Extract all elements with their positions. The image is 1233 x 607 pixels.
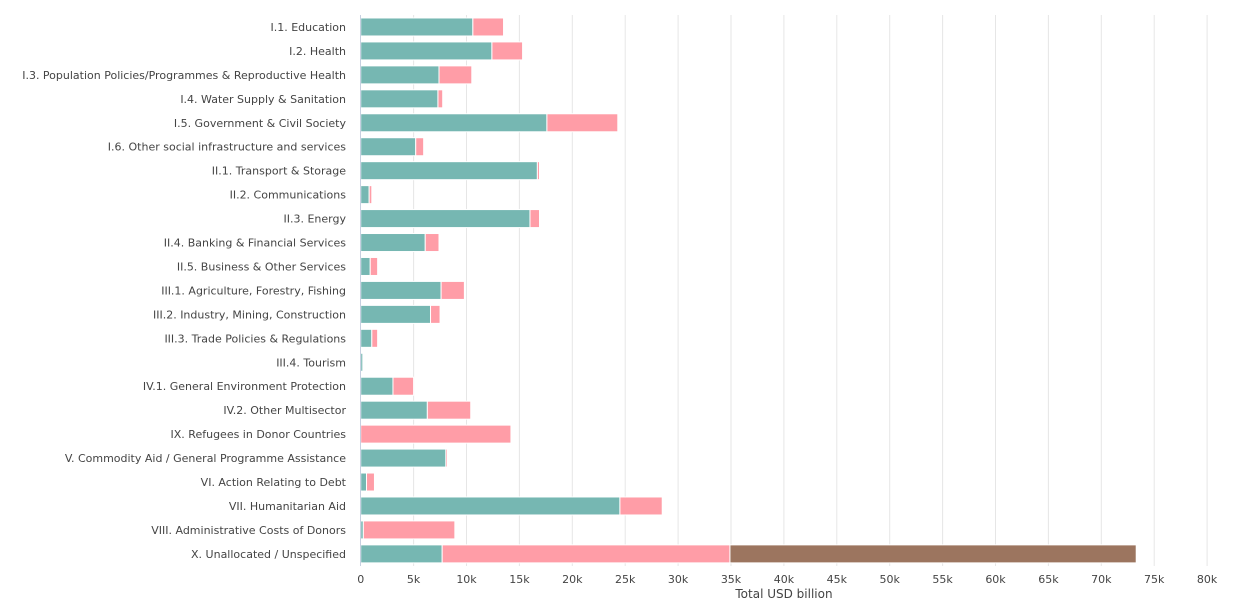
x-tick-label: 75k: [1144, 573, 1165, 586]
bar-segment-series-1[interactable]: [437, 89, 444, 109]
bars: [360, 17, 1137, 564]
bar-segment-series-1[interactable]: [619, 496, 663, 516]
category-label: III.2. Industry, Mining, Construction: [153, 308, 346, 321]
category-label: II.3. Energy: [284, 213, 347, 226]
gridlines: [413, 15, 1208, 566]
bar-segment-series-0[interactable]: [360, 113, 548, 133]
bar-segment-series-0[interactable]: [360, 400, 428, 420]
x-tick-label: 65k: [1038, 573, 1059, 586]
x-tick-label: 15k: [509, 573, 530, 586]
bar-segment-series-0[interactable]: [360, 209, 531, 229]
x-tick-label: 10k: [456, 573, 477, 586]
bar-segment-series-1[interactable]: [426, 400, 472, 420]
x-axis-title: Total USD billion: [734, 587, 832, 601]
bar-segment-series-1[interactable]: [440, 280, 465, 300]
x-tick-label: 80k: [1197, 573, 1218, 586]
category-label: III.4. Tourism: [276, 356, 346, 369]
x-tick-label: 25k: [615, 573, 636, 586]
bar-segment-series-2[interactable]: [729, 544, 1137, 564]
category-label: I.6. Other social infrastructure and ser…: [108, 141, 346, 154]
bar-segment-series-1[interactable]: [360, 424, 512, 444]
bar-segment-series-1[interactable]: [529, 209, 541, 229]
x-tick-label: 30k: [668, 573, 689, 586]
x-tick-label: 45k: [827, 573, 848, 586]
bar-segment-series-1[interactable]: [536, 161, 541, 181]
category-label: I.5. Government & Civil Society: [174, 117, 347, 130]
bar-segment-series-0[interactable]: [360, 17, 474, 37]
bar-segment-series-0[interactable]: [360, 280, 442, 300]
y-axis-labels: I.1. Education I.2. Health I.3. Population…: [22, 21, 346, 561]
x-tick-label: 60k: [985, 573, 1006, 586]
bar-segment-series-1[interactable]: [546, 113, 619, 133]
category-label: I.4. Water Supply & Sanitation: [180, 93, 346, 106]
bar-segment-series-0[interactable]: [360, 448, 447, 468]
category-label: V. Commodity Aid / General Programme Ass…: [65, 452, 346, 465]
bar-segment-series-0[interactable]: [360, 496, 621, 516]
bar-segment-series-1[interactable]: [415, 137, 425, 157]
category-label: VII. Humanitarian Aid: [229, 500, 346, 513]
bar-segment-series-0[interactable]: [360, 161, 538, 181]
bar-segment-series-1[interactable]: [371, 328, 379, 348]
bar-segment-series-0[interactable]: [360, 304, 432, 324]
bar-segment-series-1[interactable]: [445, 448, 448, 468]
category-label: VI. Action Relating to Debt: [201, 476, 347, 489]
bar-segment-series-1[interactable]: [424, 233, 440, 253]
bar-segment-series-1[interactable]: [441, 544, 731, 564]
bar-segment-series-0[interactable]: [360, 472, 368, 492]
bar-segment-series-0[interactable]: [360, 233, 426, 253]
bar-segment-series-0[interactable]: [360, 137, 417, 157]
bar-segment-series-1[interactable]: [368, 185, 373, 205]
bar-segment-series-0[interactable]: [360, 352, 364, 372]
bar-segment-series-0[interactable]: [360, 41, 493, 61]
x-tick-label: 50k: [880, 573, 901, 586]
x-tick-label: 70k: [1091, 573, 1112, 586]
category-label: I.3. Population Policies/Programmes & Re…: [22, 69, 346, 82]
category-label: II.1. Transport & Storage: [212, 165, 346, 178]
x-tick-label: 35k: [721, 573, 742, 586]
x-tick-label: 40k: [774, 573, 795, 586]
bar-segment-series-1[interactable]: [438, 65, 473, 85]
category-label: IX. Refugees in Donor Countries: [171, 428, 347, 441]
bar-segment-series-0[interactable]: [360, 256, 371, 276]
bar-segment-series-1[interactable]: [366, 472, 375, 492]
category-label: II.4. Banking & Financial Services: [164, 237, 347, 250]
category-label: IV.1. General Environment Protection: [143, 380, 346, 393]
bar-segment-series-0[interactable]: [360, 544, 443, 564]
category-label: I.2. Health: [289, 45, 346, 58]
bar-segment-series-1[interactable]: [430, 304, 441, 324]
bar-segment-series-1[interactable]: [369, 256, 379, 276]
bar-segment-series-0[interactable]: [360, 65, 440, 85]
category-label: X. Unallocated / Unspecified: [191, 548, 346, 561]
category-label: I.1. Education: [271, 21, 347, 34]
x-tick-label: 20k: [562, 573, 583, 586]
category-label: III.3. Trade Policies & Regulations: [164, 332, 346, 345]
x-tick-label: 0: [357, 573, 364, 586]
bar-segment-series-0[interactable]: [360, 89, 439, 109]
bar-segment-series-0[interactable]: [360, 376, 394, 396]
bar-segment-series-0[interactable]: [360, 328, 373, 348]
category-label: IV.2. Other Multisector: [223, 404, 346, 417]
x-tick-label: 55k: [932, 573, 953, 586]
category-label: II.5. Business & Other Services: [177, 260, 346, 273]
x-tick-label: 5k: [407, 573, 421, 586]
bar-segment-series-1[interactable]: [491, 41, 524, 61]
category-label: VIII. Administrative Costs of Donors: [151, 524, 346, 537]
category-label: II.2. Communications: [230, 189, 347, 202]
category-label: III.1. Agriculture, Forestry, Fishing: [161, 284, 346, 297]
bar-segment-series-1[interactable]: [362, 520, 456, 540]
bar-segment-series-1[interactable]: [392, 376, 415, 396]
bar-segment-series-1[interactable]: [472, 17, 505, 37]
x-axis-ticks: 0 5k 10k 15k 20k 25k 30k 35k 40k 45k 50k 55k 60k 65k 7…: [357, 573, 1218, 586]
bar-segment-series-0[interactable]: [360, 185, 370, 205]
